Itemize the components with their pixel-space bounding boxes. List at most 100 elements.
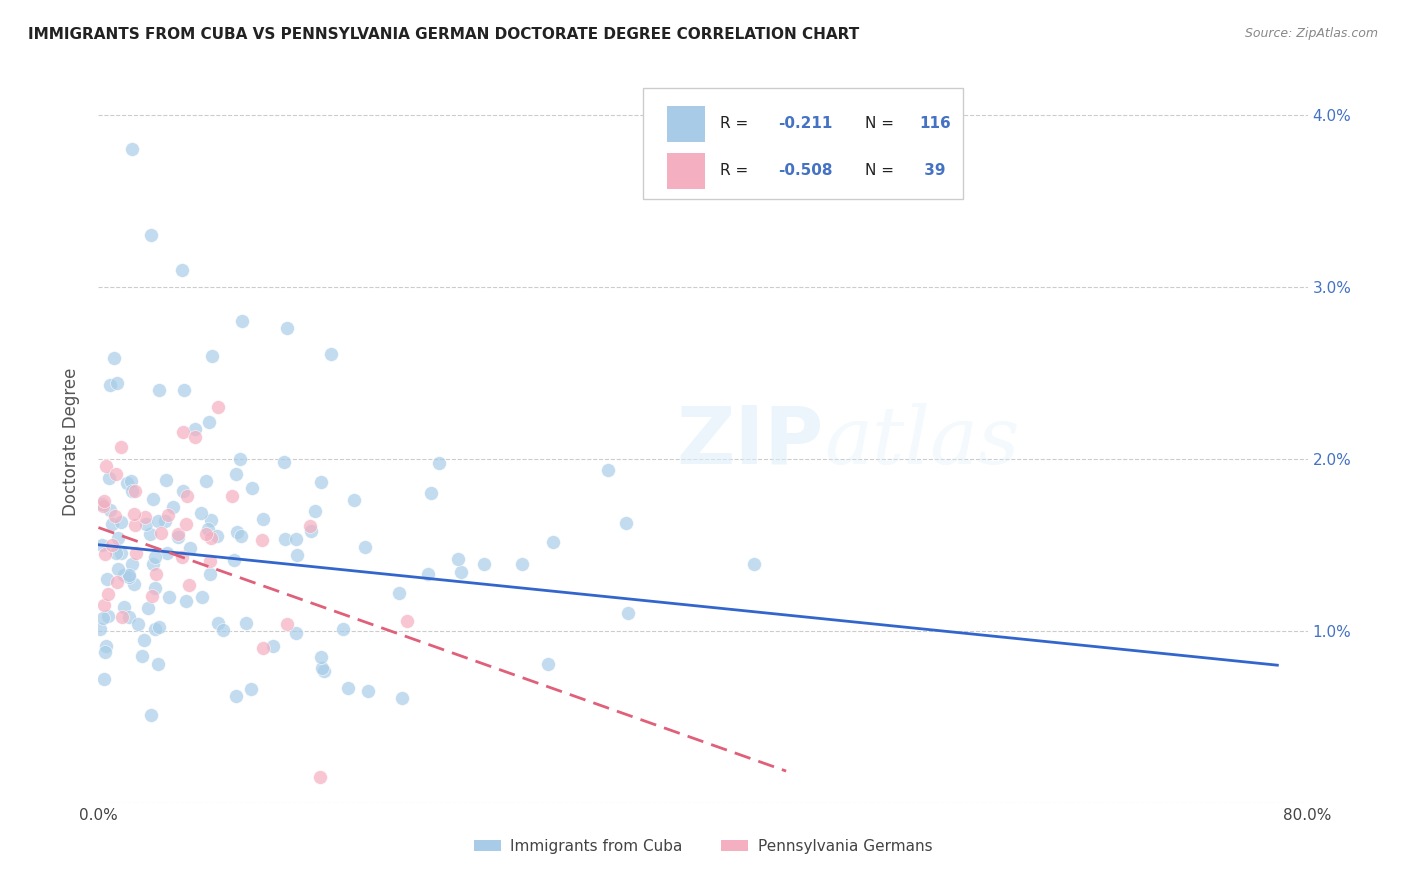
Point (614, 516, 637, 530)
Point (94, 645, 117, 659)
Point (112, 568, 135, 582)
Text: N =: N = (865, 116, 898, 131)
Text: R =: R = (720, 163, 754, 178)
Point (225, 689, 247, 703)
Point (200, 513, 222, 527)
Point (252, 640, 274, 655)
Point (226, 524, 249, 539)
Point (127, 617, 149, 632)
Point (125, 547, 148, 561)
Point (190, 506, 212, 520)
Point (145, 567, 167, 582)
Point (91, 497, 114, 511)
Point (427, 456, 450, 470)
Point (93, 493, 115, 508)
Point (190, 591, 212, 605)
Point (194, 474, 217, 488)
Point (139, 527, 162, 541)
Point (172, 483, 194, 498)
Point (311, 660, 333, 674)
Point (231, 528, 253, 542)
Point (107, 562, 129, 576)
Point (143, 549, 166, 564)
Text: R =: R = (720, 116, 754, 131)
Point (309, 770, 332, 784)
Point (298, 519, 321, 533)
Point (118, 568, 141, 582)
Point (124, 483, 146, 498)
Point (472, 557, 495, 571)
Point (105, 575, 128, 590)
Point (512, 557, 534, 571)
Point (157, 508, 180, 522)
Point (284, 626, 307, 640)
Point (197, 522, 219, 536)
Point (450, 565, 472, 579)
Point (97, 608, 120, 623)
Point (97, 470, 120, 484)
Point (221, 489, 243, 503)
Point (89, 622, 111, 636)
Point (174, 517, 197, 532)
Point (121, 484, 143, 499)
Point (104, 509, 127, 524)
Point (136, 600, 159, 615)
Point (112, 600, 135, 615)
Point (250, 533, 273, 547)
Point (94, 639, 117, 653)
Point (176, 489, 198, 503)
Point (183, 430, 205, 444)
Point (212, 623, 235, 637)
Point (395, 614, 418, 628)
Point (105, 376, 128, 391)
Point (101, 516, 124, 531)
Point (110, 440, 132, 454)
Point (141, 228, 163, 243)
Point (98, 378, 121, 392)
Point (173, 384, 195, 398)
Y-axis label: Doctorate Degree: Doctorate Degree (62, 368, 80, 516)
Point (262, 639, 284, 653)
Text: IMMIGRANTS FROM CUBA VS PENNSYLVANIA GERMAN DOCTORATE DEGREE CORRELATION CHART: IMMIGRANTS FROM CUBA VS PENNSYLVANIA GER… (28, 27, 859, 42)
Point (337, 681, 360, 695)
Point (273, 533, 295, 547)
Point (225, 467, 247, 481)
Point (200, 531, 222, 545)
Point (276, 617, 298, 632)
Point (240, 681, 263, 696)
Point (148, 620, 170, 634)
Point (235, 615, 257, 630)
Point (343, 493, 366, 508)
Text: -0.508: -0.508 (778, 163, 832, 178)
Point (207, 401, 229, 415)
Text: 116: 116 (920, 116, 952, 131)
Point (201, 349, 224, 363)
Point (231, 314, 253, 328)
Point (141, 589, 163, 603)
Text: ZIP: ZIP (676, 402, 824, 481)
Point (107, 531, 129, 545)
Point (447, 552, 470, 566)
Point (110, 546, 132, 560)
Point (157, 590, 180, 604)
Point (184, 421, 207, 435)
Point (121, 558, 143, 572)
Point (162, 500, 184, 514)
Point (319, 347, 342, 361)
Point (311, 475, 333, 490)
Point (167, 530, 190, 544)
Point (122, 507, 145, 521)
Point (104, 467, 127, 481)
Point (118, 609, 141, 624)
Point (91, 611, 114, 625)
Point (146, 514, 169, 528)
Point (115, 475, 138, 490)
Point (354, 541, 377, 555)
Point (148, 383, 170, 397)
Point (287, 548, 309, 562)
FancyBboxPatch shape (643, 87, 963, 200)
Point (134, 510, 156, 524)
Point (96, 572, 118, 586)
Point (742, 557, 765, 571)
Point (388, 586, 411, 600)
